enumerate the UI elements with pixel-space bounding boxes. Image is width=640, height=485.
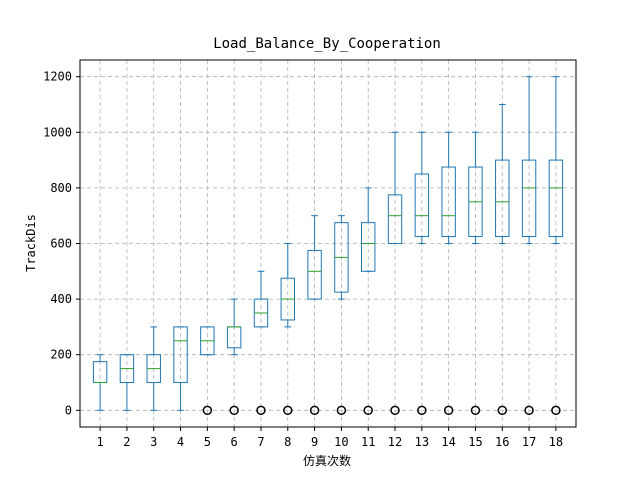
x-tick-label: 7 [257,435,264,449]
x-tick-label: 9 [311,435,318,449]
box-group [119,354,135,411]
x-tick-label: 10 [334,435,348,449]
chart-title: Load_Balance_By_Cooperation [213,36,441,52]
box-group [468,131,483,416]
outlier-point [551,405,561,416]
x-tick-label: 8 [284,435,291,449]
box-iqr [307,249,322,300]
box-group [200,326,215,416]
y-tick-label: 400 [50,292,72,306]
outlier-point [309,405,320,416]
box-group [441,131,456,416]
outlier-point [497,405,508,416]
box-group [226,298,242,416]
x-tick-label: 15 [468,435,482,449]
box-group [521,76,537,416]
outlier-point [417,405,427,416]
outlier-point [443,405,454,416]
plot-frame [79,59,577,428]
x-tick-label: 13 [415,435,429,449]
box-group [280,243,295,416]
box-group [361,187,376,416]
y-tick-label: 800 [50,181,72,195]
outlier-point [390,405,400,416]
x-tick-label: 1 [96,435,103,449]
outlier-point [202,405,213,416]
outlier-point [470,405,481,416]
x-tick-label: 3 [150,435,157,449]
box-iqr [173,326,188,384]
box-iqr [387,194,403,244]
y-tick-label: 0 [65,403,72,417]
x-tick-label: 17 [522,435,536,449]
box-iqr [548,159,564,238]
outlier-point [336,405,347,416]
box-group [253,270,269,416]
box-group [92,354,108,411]
x-tick-label: 6 [231,435,238,449]
outlier-point [256,405,266,416]
box-layer [92,76,564,416]
box-iqr [521,159,537,238]
x-tick-label: 5 [204,435,211,449]
x-tick-label: 16 [495,435,509,449]
box-group [307,215,322,416]
x-axis-label: 仿真次数 [303,453,351,468]
x-tick-label: 4 [177,435,184,449]
box-iqr [495,159,510,238]
outlier-point [283,405,293,416]
y-axis-label: TrackDis [24,214,38,272]
outlier-point [363,405,373,416]
y-tick-label: 200 [50,348,72,362]
y-tick-label: 600 [50,237,72,251]
y-tick-label: 1200 [43,70,72,84]
x-tick-label: 14 [441,435,455,449]
box-group [146,326,161,411]
box-group [387,131,403,416]
box-iqr [361,222,376,272]
box-group [173,326,188,411]
box-iqr [414,173,430,238]
x-tick-label: 2 [123,435,130,449]
box-group [334,215,349,416]
box-group [548,76,564,416]
y-tick-label: 1000 [43,125,72,139]
box-iqr [441,166,456,238]
x-tick-label: 11 [361,435,375,449]
box-group [414,131,430,416]
box-group [495,103,510,416]
x-tick-label: 18 [549,435,563,449]
outlier-point [524,405,534,416]
x-tick-label: 12 [388,435,402,449]
outlier-point [229,405,239,416]
